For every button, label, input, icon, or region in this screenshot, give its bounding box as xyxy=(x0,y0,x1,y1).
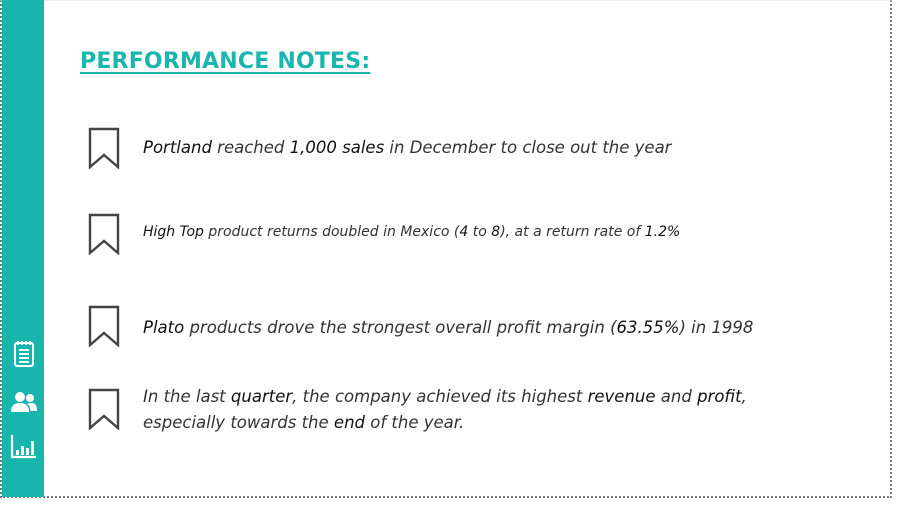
note-text: Plato products drove the strongest overa… xyxy=(143,315,753,341)
note-segment: reached xyxy=(211,138,290,157)
bookmark-icon xyxy=(88,127,120,169)
sidebar xyxy=(2,0,44,497)
note-emphasis: Plato xyxy=(143,318,185,337)
note-emphasis: 4 xyxy=(459,224,469,240)
note-text: High Top product returns doubled in Mexi… xyxy=(143,219,680,245)
note-emphasis: end xyxy=(333,413,366,432)
page-title: PERFORMANCE NOTES: xyxy=(80,49,371,74)
note-emphasis: 8 xyxy=(491,224,501,240)
note-segment: In the last xyxy=(143,387,231,406)
note-segment: products drove the strongest overall pro… xyxy=(184,318,617,337)
note-emphasis: profit xyxy=(697,387,742,406)
note-emphasis: Portland xyxy=(143,138,212,157)
note-emphasis: 1,000 sales xyxy=(289,138,385,157)
note-segment: , xyxy=(741,387,747,406)
note-segment: especially towards the xyxy=(143,413,334,432)
bar-chart-icon[interactable] xyxy=(10,432,38,460)
bookmark-icon xyxy=(88,388,120,430)
note-emphasis: 63.55% xyxy=(616,318,680,337)
page-frame xyxy=(0,0,892,498)
note-segment: product returns doubled in Mexico ( xyxy=(203,224,460,240)
note-emphasis: High Top xyxy=(143,224,204,240)
note-text-line-2: especially towards the end of the year. xyxy=(143,410,464,436)
note-segment: and xyxy=(655,387,698,406)
notepad-icon[interactable] xyxy=(10,340,38,368)
note-segment: to xyxy=(468,224,492,240)
note-segment: in December to close out the year xyxy=(384,138,672,157)
note-emphasis: revenue xyxy=(587,387,656,406)
note-emphasis: 1.2% xyxy=(644,224,681,240)
note-text: Portland reached 1,000 sales in December… xyxy=(143,135,671,161)
note-segment: ), at a return rate of xyxy=(500,224,645,240)
bookmark-icon xyxy=(88,213,120,255)
note-segment: ) in 1998 xyxy=(679,318,754,337)
note-text: In the last quarter, the company achieve… xyxy=(143,384,747,410)
people-icon[interactable] xyxy=(10,388,38,416)
note-segment: , the company achieved its highest xyxy=(292,387,588,406)
note-segment: of the year. xyxy=(365,413,465,432)
note-emphasis: quarter xyxy=(230,387,293,406)
bookmark-icon xyxy=(88,305,120,347)
